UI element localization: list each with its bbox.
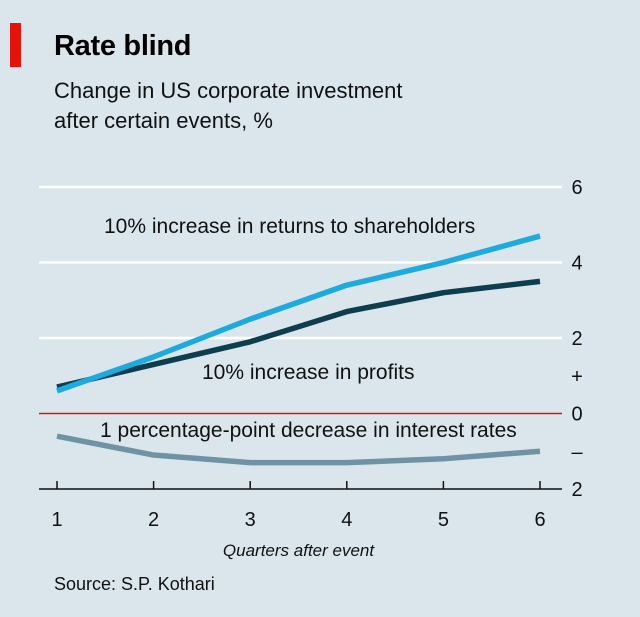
y-tick-label: 2	[571, 328, 582, 350]
subtitle-line-2: after certain events, %	[54, 108, 273, 133]
y-tick-label: 4	[571, 253, 582, 275]
brand-tag	[10, 23, 21, 67]
label-profits: 10% increase in profits	[202, 361, 414, 384]
x-tick-label: 1	[51, 509, 62, 531]
chart-title: Rate blind	[54, 30, 192, 62]
source-note: Source: S.P. Kothari	[54, 574, 215, 594]
y-tick-label: 2	[571, 479, 582, 501]
x-axis	[39, 481, 562, 490]
series-profits-line	[56, 278, 541, 390]
x-tick-label: 4	[341, 509, 352, 531]
y-plus-sign: +	[571, 366, 583, 388]
x-tick-label: 6	[534, 509, 545, 531]
chart-subtitle: Change in US corporate investment after …	[54, 76, 574, 136]
y-tick-label: 6	[571, 177, 582, 199]
y-tick-label: 0	[571, 404, 582, 426]
series-interest-line	[56, 433, 541, 466]
label-layer: 6 4 2 0 2 + – 1 2 3 4 5 6 Quarters after event 10% inc…	[51, 177, 583, 560]
series-layer	[56, 233, 541, 466]
series-shareholders-line	[56, 233, 541, 394]
x-tick-label: 3	[245, 509, 256, 531]
label-shareholders: 10% increase in returns to shareholders	[104, 215, 475, 238]
subtitle-line-1: Change in US corporate investment	[54, 78, 403, 103]
x-tick-label: 2	[148, 509, 159, 531]
x-tick-label: 5	[438, 509, 449, 531]
label-interest: 1 percentage-point decrease in interest …	[100, 419, 517, 442]
grid-layer	[39, 185, 562, 415]
y-minus-sign: –	[571, 441, 583, 463]
x-axis-title: Quarters after event	[223, 541, 375, 560]
